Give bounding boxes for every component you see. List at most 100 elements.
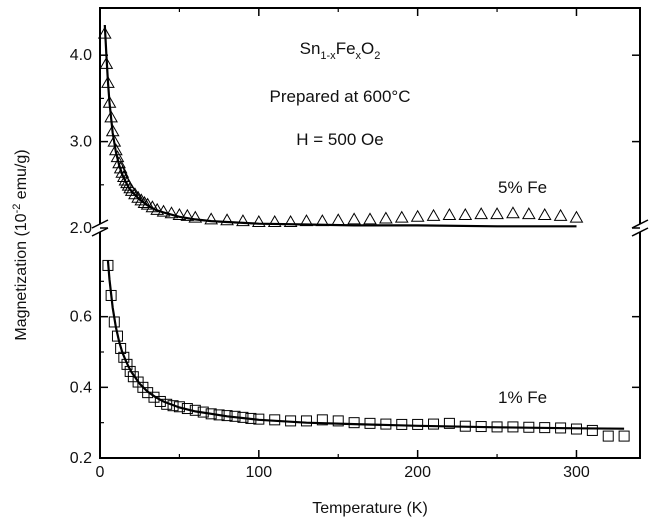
point-1pct-fe [148, 391, 160, 403]
point-5pct-fe [442, 208, 457, 221]
point-1pct-fe [189, 404, 201, 416]
point-1pct-fe [539, 422, 551, 434]
annotation-formula: Sn1-xFexO2 [300, 39, 381, 62]
point-5pct-fe [99, 56, 114, 69]
point-5pct-fe [220, 213, 234, 226]
x-tick-label-100: 100 [245, 464, 272, 481]
x-axis-label: Temperature (K) [312, 500, 428, 517]
series-label-5pct-fe: 5% Fe [498, 178, 547, 197]
point-5pct-fe [426, 208, 441, 221]
data-points [97, 26, 630, 442]
x-tick-label-200: 200 [404, 464, 431, 481]
point-1pct-fe [245, 412, 257, 424]
point-5pct-fe [236, 214, 250, 227]
point-1pct-fe [443, 417, 455, 429]
point-5pct-fe [112, 156, 126, 169]
point-1pct-fe [197, 406, 209, 418]
point-1pct-fe [570, 423, 582, 435]
point-5pct-fe [113, 161, 128, 174]
point-1pct-fe [285, 415, 297, 427]
point-1pct-fe [205, 408, 217, 420]
formula-fe: Fe [336, 39, 356, 58]
point-5pct-fe [363, 212, 377, 225]
annotation-field: H = 500 Oe [296, 130, 383, 149]
point-1pct-fe [364, 417, 376, 429]
point-1pct-fe [161, 398, 173, 410]
point-1pct-fe [300, 415, 312, 427]
point-1pct-fe [618, 430, 630, 442]
point-5pct-fe [101, 75, 115, 88]
point-5pct-fe [164, 206, 179, 219]
upper-y-tick-label-2: 4.0 [70, 47, 92, 64]
point-5pct-fe [458, 208, 473, 221]
point-1pct-fe [491, 421, 503, 433]
point-5pct-fe [537, 208, 552, 221]
point-5pct-fe [474, 207, 489, 220]
upper-y-tick-label-0: 2.0 [70, 220, 92, 237]
break-slash-right-top [631, 219, 649, 229]
point-5pct-fe [315, 214, 330, 227]
break-slash-right-bottom [631, 227, 649, 237]
point-5pct-fe [97, 26, 112, 39]
point-5pct-fe [410, 209, 425, 222]
point-5pct-fe [102, 95, 117, 108]
point-5pct-fe [569, 210, 584, 223]
point-5pct-fe [521, 207, 536, 220]
point-5pct-fe [156, 204, 171, 217]
point-5pct-fe [180, 208, 195, 221]
point-1pct-fe [118, 351, 130, 363]
point-1pct-fe [108, 316, 120, 328]
point-1pct-fe [105, 289, 117, 301]
formula-sn: Sn [300, 39, 321, 58]
point-1pct-fe [237, 411, 249, 423]
point-5pct-fe [131, 190, 145, 203]
point-1pct-fe [121, 358, 133, 370]
point-1pct-fe [348, 417, 360, 429]
point-5pct-fe [251, 214, 266, 227]
point-5pct-fe [553, 208, 568, 221]
point-1pct-fe [316, 414, 328, 426]
break-slash-left-top [91, 219, 109, 229]
point-1pct-fe [269, 414, 281, 426]
point-1pct-fe [221, 410, 233, 422]
upper-y-tick-label-1: 3.0 [70, 134, 92, 151]
break-slash-left-bottom [91, 227, 109, 237]
point-1pct-fe [229, 410, 241, 422]
point-5pct-fe [394, 210, 409, 223]
formula-o: O [361, 39, 374, 58]
point-1pct-fe [428, 418, 440, 430]
point-1pct-fe [102, 259, 114, 271]
formula-sub-1: 1-x [320, 50, 336, 62]
axis-break-marks [91, 219, 649, 237]
point-1pct-fe [507, 421, 519, 433]
point-1pct-fe [115, 342, 127, 354]
point-1pct-fe [380, 418, 392, 430]
fit-curve-5pct-fe [103, 24, 577, 228]
lower-y-tick-label-0: 0.2 [70, 450, 92, 467]
point-5pct-fe [490, 207, 504, 220]
x-tick-label-0: 0 [96, 464, 105, 481]
point-1pct-fe [459, 420, 471, 432]
point-1pct-fe [475, 421, 487, 433]
formula-sub-2: x [356, 50, 362, 62]
point-5pct-fe [331, 213, 346, 226]
y-axis-label-tail: emu/g) [13, 149, 30, 203]
point-1pct-fe [253, 413, 265, 425]
x-tick-label-300: 300 [563, 464, 590, 481]
point-1pct-fe [396, 418, 408, 430]
point-5pct-fe [115, 165, 130, 178]
point-1pct-fe [167, 400, 179, 412]
point-5pct-fe [150, 202, 165, 215]
point-5pct-fe [267, 214, 282, 227]
point-5pct-fe [379, 211, 393, 224]
point-5pct-fe [128, 187, 142, 200]
point-5pct-fe [188, 210, 203, 223]
point-5pct-fe [104, 110, 118, 123]
point-1pct-fe [555, 422, 567, 434]
point-5pct-fe [172, 208, 187, 221]
point-5pct-fe [137, 195, 152, 208]
point-1pct-fe [586, 424, 598, 436]
y-axis-label-main: Magnetization (10 [13, 213, 30, 340]
point-1pct-fe [602, 430, 614, 442]
point-1pct-fe [173, 401, 185, 413]
